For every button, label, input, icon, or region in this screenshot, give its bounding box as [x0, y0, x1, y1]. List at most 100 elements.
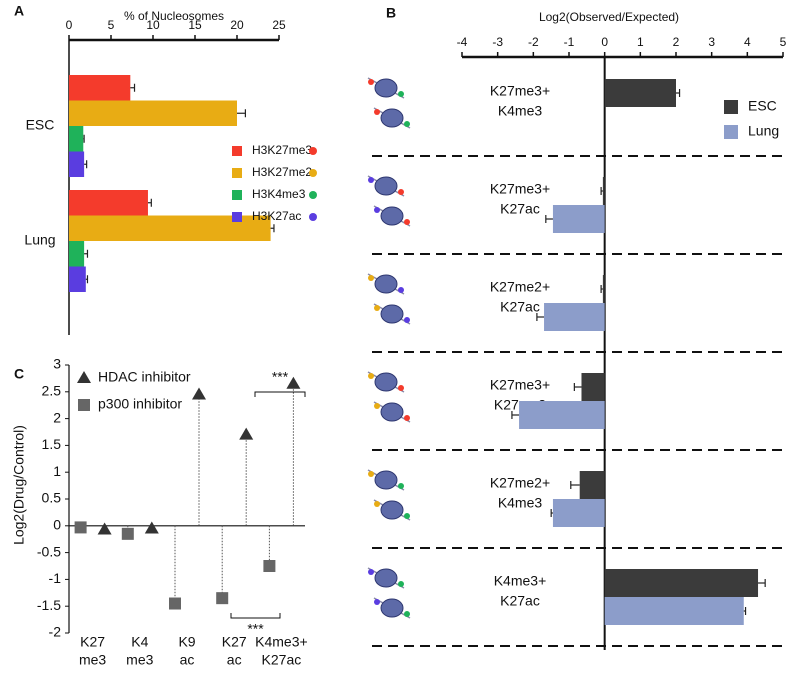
legend-swatch: [724, 125, 738, 139]
icon-nucleosome: [374, 568, 398, 588]
marker: [121, 527, 134, 540]
icon-nucleosome: [374, 78, 398, 98]
icon-nucleosome: [380, 500, 404, 520]
icon-mod: [368, 373, 374, 379]
panel-letter: C: [14, 366, 24, 382]
icon-nucleosome: [374, 176, 398, 196]
legend-label: H3K4me3: [252, 187, 306, 201]
marker: [216, 592, 229, 605]
bar: [69, 126, 84, 152]
bar: [552, 205, 605, 233]
icon-mod: [374, 599, 380, 605]
bar: [519, 401, 605, 429]
x-tick-label: 0: [601, 35, 608, 49]
x-tick-label: K27: [222, 634, 247, 650]
legend-label: p300 inhibitor: [98, 396, 182, 412]
x-tick-label: 2: [673, 35, 680, 49]
y-tick-label: 0.5: [42, 490, 62, 506]
icon-mod: [368, 79, 374, 85]
x-tick-label: K27ac: [262, 652, 302, 668]
icon-mod: [398, 287, 404, 293]
significance-bracket: [230, 613, 281, 619]
x-tick-label: K9: [178, 634, 195, 650]
category-label: K27ac: [500, 593, 540, 609]
x-tick-label: -4: [457, 35, 468, 49]
x-tick-label: 5: [780, 35, 787, 49]
x-tick-label: ac: [227, 652, 242, 668]
significance-bracket: [254, 391, 306, 397]
icon-mod: [374, 207, 380, 213]
x-tick-label: me3: [126, 652, 153, 668]
legend-swatch: [232, 190, 242, 200]
panel-letter: B: [386, 5, 396, 21]
category-label: K27ac: [500, 299, 540, 315]
x-tick-label: -2: [528, 35, 539, 49]
icon-nucleosome: [374, 470, 398, 490]
icon-mod: [404, 121, 410, 127]
category-label: K4me3: [498, 495, 543, 511]
icon-mod: [368, 177, 374, 183]
y-tick-label: 1: [53, 463, 61, 479]
bar: [69, 266, 86, 292]
legend-label: H3K27me2: [252, 165, 312, 179]
icon-nucleosome: [380, 402, 404, 422]
x-tick-label: 20: [230, 18, 244, 32]
marker: [192, 387, 206, 400]
icon-mod: [398, 189, 404, 195]
category-label: K27me3+: [490, 377, 550, 393]
bar: [69, 75, 131, 101]
icon-mod: [368, 471, 374, 477]
bar: [602, 177, 605, 205]
y-tick-label: 3: [53, 356, 61, 372]
x-tick-label: 4: [744, 35, 751, 49]
legend-marker: [78, 399, 90, 411]
legend-dot: [309, 147, 317, 155]
icon-nucleosome: [380, 304, 404, 324]
y-axis-title: Log2(Drug/Control): [11, 425, 27, 545]
x-tick-label: 1: [637, 35, 644, 49]
marker: [169, 597, 181, 610]
icon-mod: [398, 385, 404, 391]
icon-mod: [398, 91, 404, 97]
x-tick-label: K4: [131, 634, 148, 650]
y-tick-label: 2: [53, 409, 61, 425]
icon-mod: [404, 415, 410, 421]
icon-mod: [368, 569, 374, 575]
bar: [544, 303, 605, 331]
icon-nucleosome: [380, 108, 404, 128]
icon-mod: [404, 317, 410, 323]
icon-mod: [404, 219, 410, 225]
bar: [602, 275, 605, 303]
y-tick-label: Lung: [24, 232, 55, 248]
legend-marker: [77, 371, 91, 383]
category-label: K27me3+: [490, 181, 550, 197]
icon-nucleosome: [374, 372, 398, 392]
category-label: K27me2+: [490, 279, 550, 295]
x-tick-label: K4me3+: [255, 634, 308, 650]
legend-swatch: [232, 212, 242, 222]
bar: [579, 471, 605, 499]
marker: [97, 522, 112, 535]
legend-label: ESC: [748, 98, 777, 114]
bar: [581, 373, 605, 401]
category-label: K27me2+: [490, 475, 550, 491]
x-tick-label: me3: [79, 652, 106, 668]
x-axis-title: % of Nucleosomes: [124, 9, 224, 23]
annotation: ***: [272, 369, 289, 385]
x-tick-label: -1: [564, 35, 575, 49]
category-label: K27me3+: [490, 83, 550, 99]
icon-mod: [404, 513, 410, 519]
marker: [74, 521, 87, 534]
marker: [239, 427, 254, 440]
bar: [604, 79, 676, 107]
icon-mod: [368, 275, 374, 281]
y-tick-label: -1.5: [37, 597, 61, 613]
y-tick-label: 0: [53, 517, 61, 533]
bar: [604, 569, 759, 597]
bar: [69, 100, 237, 126]
x-tick-label: 15: [188, 18, 202, 32]
x-tick-label: 3: [708, 35, 715, 49]
bar: [604, 597, 744, 625]
legend-swatch: [232, 168, 242, 178]
